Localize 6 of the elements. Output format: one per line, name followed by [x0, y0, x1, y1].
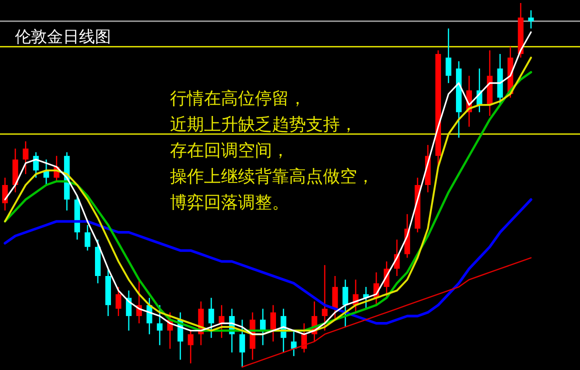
annotation: 行情在高位停留， [170, 89, 306, 109]
annotation: 博弈回落调整。 [170, 193, 289, 213]
text: 伦敦金日线图 [15, 27, 111, 46]
annotation: 存在回调空间， [170, 141, 289, 161]
annotation: 操作上继续背靠高点做空， [170, 167, 374, 187]
annotation: 近期上升缺乏趋势支持， [170, 115, 357, 135]
